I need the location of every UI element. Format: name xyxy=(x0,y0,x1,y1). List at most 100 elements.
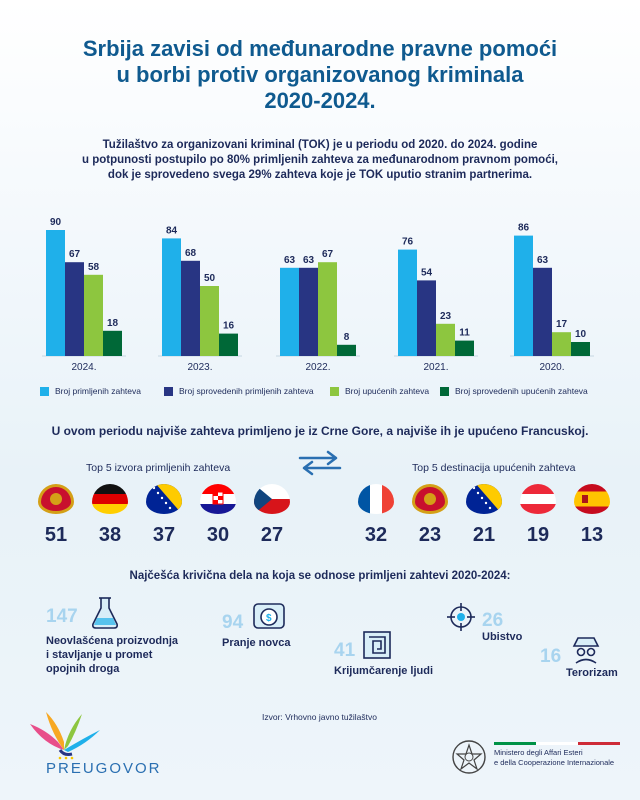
source-count: 37 xyxy=(152,524,176,546)
bar xyxy=(181,260,200,356)
italian-emblem-icon xyxy=(452,740,486,774)
offense-label-line: opojnih droga xyxy=(46,663,120,675)
czech-triangle xyxy=(254,484,272,514)
offense-label-line: Ubistvo xyxy=(482,631,523,643)
bar xyxy=(398,249,417,356)
bar-value-label: 11 xyxy=(459,328,470,339)
flags-subheading: U ovom periodu najviše zahteva primljeno… xyxy=(51,424,589,438)
bar xyxy=(436,323,455,356)
bosnia-flag xyxy=(146,484,182,514)
bar-value-label: 16 xyxy=(223,321,235,332)
spain-flag xyxy=(574,484,610,514)
source-count: 51 xyxy=(44,524,68,546)
lab-flask-icon xyxy=(92,597,118,629)
source-count: 38 xyxy=(98,524,122,546)
legend-item: Broj sprovedenih upućenih zahteva xyxy=(440,386,588,396)
legend-label: Broj primljenih zahteva xyxy=(55,386,141,396)
bar xyxy=(455,340,474,356)
title-line: Srbija zavisi od međunarodne pravne pomo… xyxy=(82,36,558,61)
bar-value-label: 67 xyxy=(69,249,81,260)
offense-count: 16 xyxy=(540,646,562,667)
bar-value-label: 18 xyxy=(107,318,119,329)
bar xyxy=(65,262,84,356)
bar-value-label: 76 xyxy=(402,237,414,248)
offense-count: 94 xyxy=(222,612,244,633)
eagle-icon xyxy=(424,493,436,505)
bosnia-flag xyxy=(466,484,502,514)
ministry-name: Ministero degli Affari Esteri e della Co… xyxy=(494,748,614,768)
bar-value-label: 50 xyxy=(204,273,216,284)
austria-flag xyxy=(520,484,556,514)
offense-label-line: Pranje novca xyxy=(222,637,291,649)
bar-value-label: 8 xyxy=(344,332,350,343)
money-wash-icon: $ xyxy=(253,603,285,629)
bar xyxy=(552,332,571,356)
montenegro-flag xyxy=(412,484,448,514)
bar-value-label: 68 xyxy=(185,248,197,259)
destination-count: 13 xyxy=(580,524,604,546)
bar xyxy=(103,330,122,356)
offense-label-line: Terorizam xyxy=(566,667,618,679)
bar xyxy=(571,342,590,356)
legend-label: Broj sprovedenih primljenih zahteva xyxy=(179,386,314,396)
legend-item: Broj upućenih zahteva xyxy=(330,386,429,396)
logo-text: PREUGOVOR xyxy=(46,760,162,777)
bar xyxy=(280,267,299,356)
sources-title: Top 5 izvora primljenih zahteva xyxy=(86,462,231,474)
bar-value-label: 54 xyxy=(421,267,433,278)
italian-tricolor xyxy=(494,742,620,745)
eagle-icon xyxy=(50,493,62,505)
ministry-line: e della Cooperazione Internazionale xyxy=(494,758,615,767)
title-line: 2020-2024. xyxy=(264,88,376,113)
destination-count: 23 xyxy=(418,524,442,546)
spy-icon xyxy=(572,637,600,664)
destinations-title: Top 5 destinacija upućenih zahteva xyxy=(412,462,576,474)
bar-value-label: 63 xyxy=(303,255,315,266)
france-flag xyxy=(358,484,394,514)
intro-text: Tužilaštvo za organizovani kriminal (TOK… xyxy=(40,138,600,183)
croatia-flag xyxy=(200,484,236,514)
source-count: 27 xyxy=(260,524,284,546)
bar-value-label: 90 xyxy=(50,217,62,228)
destination-count: 19 xyxy=(526,524,550,546)
category-label: 2024. xyxy=(71,362,96,373)
offense-label: Neovlašćena proizvodnja i stavljanje u p… xyxy=(46,634,178,676)
bar xyxy=(337,344,356,356)
intro-line: Tužilaštvo za organizovani kriminal (TOK… xyxy=(102,139,538,151)
bar xyxy=(162,238,181,356)
offense-count: 147 xyxy=(46,606,78,627)
legend-item: Broj primljenih zahteva xyxy=(40,386,141,396)
bar-value-label: 23 xyxy=(440,311,452,322)
bar xyxy=(514,235,533,356)
destination-count: 21 xyxy=(472,524,496,546)
title-line: u borbi protiv organizovanog kriminala xyxy=(116,62,524,87)
offense-label: Krijumčarenje ljudi xyxy=(334,664,433,678)
bosnia-triangle xyxy=(472,484,502,514)
bar-chart: 90 67 58 18 2024. 84 68 50 16 2023. 63 63 67 8 2022. 76… xyxy=(42,217,594,373)
category-label: 2022. xyxy=(305,362,330,373)
montenegro-flag xyxy=(38,484,74,514)
bar-value-label: 67 xyxy=(322,249,334,260)
offense-label: Pranje novca xyxy=(222,636,290,650)
category-label: 2021. xyxy=(423,362,448,373)
bar xyxy=(219,333,238,356)
chart-legend: Broj primljenih zahteva Broj sprovedenih… xyxy=(40,386,620,402)
intro-line: u potpunosti postupilo po 80% primljenih… xyxy=(81,154,558,166)
page-title: Srbija zavisi od međunarodne pravne pomo… xyxy=(20,36,620,114)
bar xyxy=(84,274,103,356)
bar xyxy=(46,230,65,356)
bar-value-label: 63 xyxy=(284,255,296,266)
bar-value-label: 10 xyxy=(575,329,587,340)
bar-value-label: 17 xyxy=(556,319,568,330)
checkerboard-icon xyxy=(212,491,224,505)
legend-label: Broj upućenih zahteva xyxy=(345,386,430,396)
destination-count: 32 xyxy=(364,524,388,546)
exchange-arrows-icon xyxy=(298,450,342,476)
bar-value-label: 63 xyxy=(537,255,549,266)
category-label: 2023. xyxy=(187,362,212,373)
coat-of-arms-icon xyxy=(582,495,588,503)
bar xyxy=(299,267,318,356)
offense-label-line: Neovlašćena proizvodnja xyxy=(46,635,179,647)
legend-label: Broj sprovedenih upućenih zahteva xyxy=(455,386,588,396)
bar-value-label: 86 xyxy=(518,223,530,234)
